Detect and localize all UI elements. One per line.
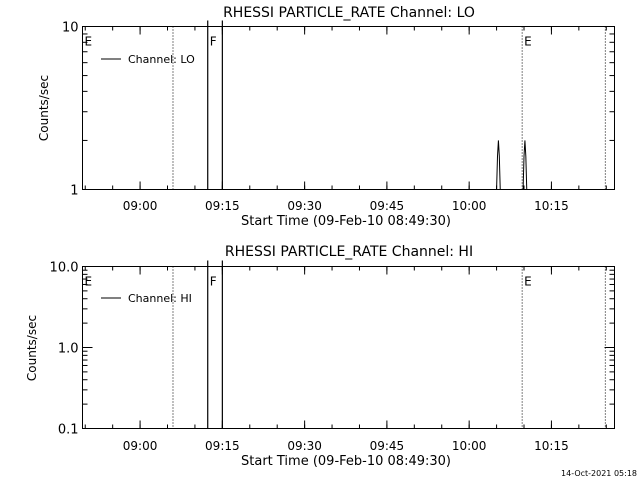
hi-marker-e: E (524, 275, 532, 289)
lo-title: RHESSI PARTICLE_RATE Channel: LO (223, 5, 475, 21)
hi-plot-layer: 09:00 09:15 09:30 09:45 10:00 10:15 0.1 1.0 10.0… (50, 260, 615, 453)
hi-x-tick-label: 09:15 (205, 439, 240, 453)
lo-x-tick-label: 10:00 (452, 199, 487, 213)
lo-legend: Channel: LO (101, 53, 195, 66)
hi-title: RHESSI PARTICLE_RATE Channel: HI (225, 244, 473, 260)
hi-y-tick-label: 10.0 (50, 261, 79, 276)
lo-y-tick-label: 10 (62, 21, 79, 36)
hi-marker-f: F (210, 275, 217, 289)
hi-legend-label: Channel: HI (128, 292, 192, 305)
lo-x-tick-label: 09:45 (370, 199, 405, 213)
lo-x-tick-label: 10:15 (534, 199, 569, 213)
lo-legend-label: Channel: LO (128, 53, 195, 66)
lo-marker-e: E (524, 35, 532, 49)
hi-y-tick-label: 0.1 (58, 423, 79, 438)
lo-x-tick-label: 09:30 (287, 199, 322, 213)
hi-x-tick-label: 09:45 (370, 439, 405, 453)
hi-marker-e: E (85, 275, 93, 289)
hi-x-tick-label: 10:00 (452, 439, 487, 453)
hi-y-axis-label: Counts/sec (25, 315, 39, 381)
lo-x-axis-label: Start Time (09-Feb-10 08:49:30) (241, 214, 451, 229)
lo-marker-f: F (210, 35, 217, 49)
hi-y-tick-label: 1.0 (58, 342, 79, 357)
lo-plot-layer: 09:00 09:15 09:30 09:45 10:00 10:15 1 10 E F E (62, 20, 615, 213)
lo-marker-e: E (85, 35, 93, 49)
lo-y-axis-label: Counts/sec (37, 75, 51, 141)
hi-x-tick-label: 10:15 (534, 439, 569, 453)
lo-x-tick-label: 09:00 (123, 199, 158, 213)
hi-x-axis-label: Start Time (09-Feb-10 08:49:30) (241, 454, 451, 469)
lo-series-line (496, 140, 528, 190)
lo-y-tick-label: 1 (70, 184, 78, 199)
hi-panel: RHESSI PARTICLE_RATE Channel: HI Counts/… (25, 244, 615, 469)
lo-panel: RHESSI PARTICLE_RATE Channel: LO Counts/… (37, 5, 615, 229)
hi-legend: Channel: HI (101, 292, 192, 305)
footer-timestamp: 14-Oct-2021 05:18 (561, 469, 637, 478)
lo-x-tick-label: 09:15 (205, 199, 240, 213)
hi-x-tick-label: 09:00 (123, 439, 158, 453)
lo-plot-frame (82, 26, 615, 190)
hi-plot-frame (82, 266, 615, 429)
hi-x-tick-label: 09:30 (287, 439, 322, 453)
